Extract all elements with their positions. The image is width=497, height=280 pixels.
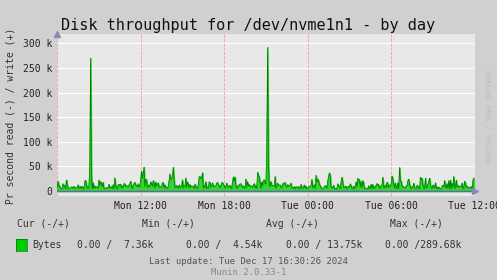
Text: Avg (-/+): Avg (-/+) [266, 219, 319, 229]
Text: Disk throughput for /dev/nvme1n1 - by day: Disk throughput for /dev/nvme1n1 - by da… [62, 18, 435, 33]
Text: 0.00 /  4.54k: 0.00 / 4.54k [186, 240, 263, 250]
Text: Min (-/+): Min (-/+) [142, 219, 194, 229]
Text: Bytes: Bytes [32, 240, 62, 250]
Text: Pr second read (-) / write (+): Pr second read (-) / write (+) [6, 28, 16, 204]
Text: RRDTOOL / TOBI OETIKER: RRDTOOL / TOBI OETIKER [487, 69, 493, 163]
Text: Max (-/+): Max (-/+) [390, 219, 443, 229]
Text: 0.00 /289.68k: 0.00 /289.68k [385, 240, 462, 250]
Text: Munin 2.0.33-1: Munin 2.0.33-1 [211, 268, 286, 277]
Text: 0.00 /  7.36k: 0.00 / 7.36k [77, 240, 154, 250]
Text: 0.00 / 13.75k: 0.00 / 13.75k [286, 240, 362, 250]
Text: Cur (-/+): Cur (-/+) [17, 219, 70, 229]
Text: Last update: Tue Dec 17 16:30:26 2024: Last update: Tue Dec 17 16:30:26 2024 [149, 257, 348, 266]
